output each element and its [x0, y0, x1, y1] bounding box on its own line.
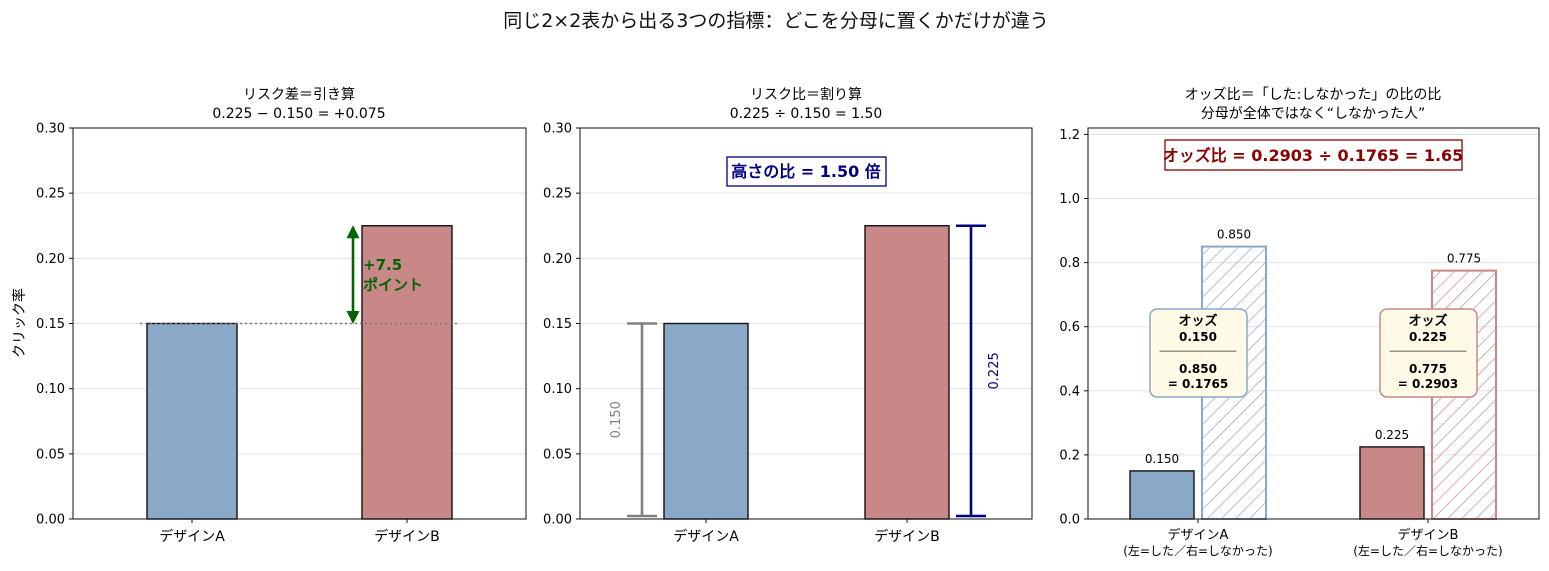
x-tick-label-line1: デザインA	[1168, 527, 1229, 543]
panel-risk-difference: +7.5 ポイント 0.00 0.05 0.10 0.15 0.20 0.25 0.30 デザ…	[11, 87, 527, 545]
y-tick-label: 0.2	[1059, 448, 1080, 463]
y-tick-label: 0.05	[543, 447, 572, 462]
value-label: 0.850	[1217, 228, 1251, 242]
y-tick-label: 0.20	[543, 252, 572, 267]
ratio-box-label: 高さの比 = 1.50 倍	[731, 162, 881, 181]
ratio-box	[726, 156, 887, 187]
x-tick-label: デザインB	[874, 528, 940, 545]
y-tick-label: 0.4	[1059, 384, 1080, 399]
odds-box-denominator: 0.850	[1179, 362, 1217, 376]
p2-bars	[663, 225, 950, 520]
p3-y-axis: 0.0 0.2 0.4 0.6 0.8 1.0 1.2	[1059, 128, 1088, 528]
p1-y-axis-label: クリック率	[11, 288, 28, 358]
x-tick-label: デザインA	[159, 528, 225, 545]
p2-annotations: 0.150 0.225 高さの比 = 1.50 倍	[609, 156, 1002, 518]
difference-label-line1: +7.5	[363, 256, 402, 274]
p3-title-line2: 分母が全体ではなく“しなかった人”	[1201, 105, 1426, 122]
odds-box-denominator: 0.775	[1409, 362, 1447, 376]
value-label: 0.150	[1145, 452, 1179, 466]
bar-clicked-design-a	[1129, 470, 1195, 520]
p2-title-line2: 0.225 ÷ 0.150 = 1.50	[730, 106, 883, 122]
y-tick-label: 0.05	[36, 447, 65, 462]
figure-title: 同じ2×2表から出る3つの指標：どこを分母に置くかだけが違う	[503, 10, 1049, 32]
y-tick-label: 0.25	[36, 187, 65, 202]
difference-label-line2: ポイント	[363, 276, 423, 294]
y-tick-label: 0.30	[543, 122, 572, 137]
odds-box-rule: ―――――――	[1160, 344, 1237, 357]
y-tick-label: 1.0	[1059, 192, 1080, 207]
y-tick-label: 0.00	[36, 513, 65, 528]
x-tick-label: デザインA	[673, 528, 739, 545]
p1-x-axis: デザインA デザインB	[159, 519, 440, 545]
x-tick-label-line2: (左=した／右=しなかった)	[1353, 543, 1502, 558]
p1-title-line1: リスク差＝引き算	[243, 87, 355, 103]
p3-title-line1: オッズ比＝「した:しなかった」の比の比	[1185, 87, 1442, 103]
p3-x-axis: デザインA(左=した／右=しなかった)デザインB(左=した／右=しなかった)	[1123, 519, 1503, 558]
y-tick-label: 0.25	[543, 187, 572, 202]
p1-gridlines	[73, 127, 526, 455]
y-tick-label: 0.15	[543, 317, 572, 332]
odds-ratio-box	[1164, 139, 1463, 171]
odds-box-design-b	[1379, 308, 1478, 398]
p2-x-axis: デザインA デザインB	[673, 519, 940, 545]
bar-design-a	[663, 322, 749, 520]
p2-title-line1: リスク比＝割り算	[750, 86, 862, 103]
panel-risk-ratio: 0.150 0.225 高さの比 = 1.50 倍 0.00 0.05 0.10 0.15…	[543, 86, 1033, 545]
odds-box-title: オッズ	[1408, 313, 1447, 329]
odds-box-result: = 0.2903	[1398, 377, 1459, 391]
y-tick-label: 1.2	[1059, 128, 1080, 143]
p1-y-axis: 0.00 0.05 0.10 0.15 0.20 0.25 0.30	[36, 122, 73, 528]
odds-box-result: = 0.1765	[1168, 377, 1229, 391]
odds-box-rule: ―――――――	[1390, 344, 1467, 357]
y-tick-label: 0.6	[1059, 320, 1080, 335]
y-tick-label: 0.8	[1059, 256, 1080, 271]
p1-bars	[146, 225, 453, 520]
odds-box-design-a	[1149, 308, 1248, 398]
odds-ratio-box-label: オッズ比 = 0.2903 ÷ 0.1765 = 1.65	[1163, 146, 1464, 165]
odds-box-numerator: 0.225	[1409, 330, 1447, 344]
value-label: 0.225	[1375, 428, 1409, 442]
y-tick-label: 0.10	[36, 382, 65, 397]
y-tick-label: 0.30	[36, 122, 65, 137]
y-tick-label: 0.20	[36, 252, 65, 267]
bar-design-b	[864, 225, 950, 520]
p1-annotations: +7.5 ポイント	[140, 225, 458, 325]
p1-title-line2: 0.225 − 0.150 = +0.075	[212, 106, 385, 122]
odds-box-title: オッズ	[1178, 313, 1217, 329]
bar-clicked-design-b	[1359, 446, 1425, 520]
odds-box-numerator: 0.150	[1179, 330, 1217, 344]
p2-y-axis: 0.00 0.05 0.10 0.15 0.20 0.25 0.30	[543, 122, 580, 528]
y-tick-label: 0.10	[543, 382, 572, 397]
y-tick-label: 0.00	[543, 513, 572, 528]
y-tick-label: 0.15	[36, 317, 65, 332]
x-tick-label: デザインB	[374, 528, 440, 545]
bracket-design-a-label: 0.150	[609, 401, 624, 438]
value-label: 0.775	[1447, 252, 1481, 266]
p3-axes-frame	[1087, 127, 1540, 520]
y-tick-label: 0.0	[1059, 513, 1080, 528]
x-tick-label-line1: デザインB	[1398, 527, 1459, 543]
bar-design-a	[146, 322, 238, 520]
bracket-design-b-label: 0.225	[987, 352, 1002, 389]
x-tick-label-line2: (左=した／右=しなかった)	[1123, 543, 1272, 558]
